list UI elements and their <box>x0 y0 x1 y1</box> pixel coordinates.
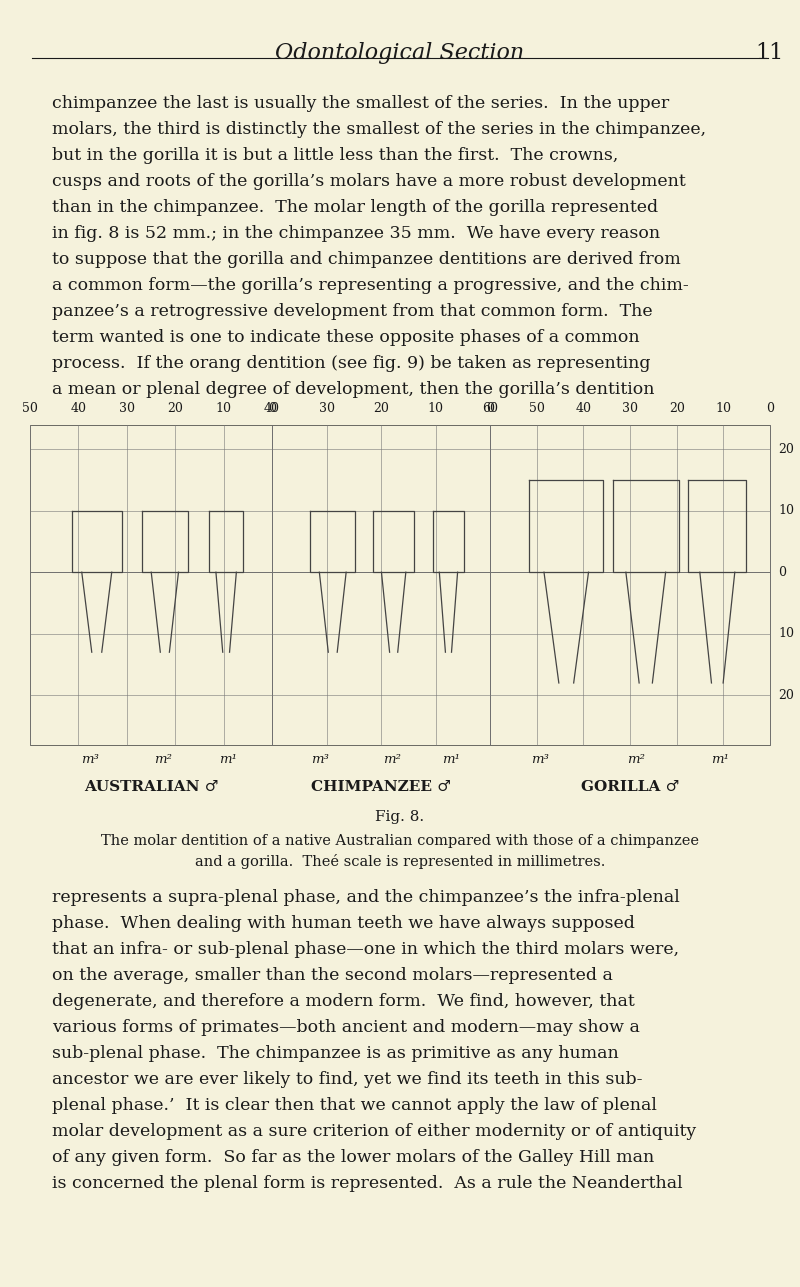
Text: plenal phase.’  It is clear then that we cannot apply the law of plenal: plenal phase.’ It is clear then that we … <box>52 1097 657 1115</box>
Text: 11: 11 <box>755 42 783 64</box>
Text: m²: m² <box>626 753 645 766</box>
Text: 0: 0 <box>766 402 774 414</box>
Text: but in the gorilla it is but a little less than the first.  The crowns,: but in the gorilla it is but a little le… <box>52 147 618 163</box>
Text: sub-plenal phase.  The chimpanzee is as primitive as any human: sub-plenal phase. The chimpanzee is as p… <box>52 1045 618 1062</box>
Text: 50: 50 <box>22 402 38 414</box>
Text: to suppose that the gorilla and chimpanzee dentitions are derived from: to suppose that the gorilla and chimpanz… <box>52 251 681 268</box>
Text: 20: 20 <box>669 402 685 414</box>
Text: 10: 10 <box>778 627 794 640</box>
Text: and a gorilla.  Theé scale is represented in millimetres.: and a gorilla. Theé scale is represented… <box>195 855 605 869</box>
Text: 10: 10 <box>715 402 731 414</box>
Text: m¹: m¹ <box>219 753 238 766</box>
Text: process.  If the orang dentition (see fig. 9) be taken as representing: process. If the orang dentition (see fig… <box>52 355 650 372</box>
Text: 30: 30 <box>622 402 638 414</box>
Text: phase.  When dealing with human teeth we have always supposed: phase. When dealing with human teeth we … <box>52 915 635 932</box>
Text: of any given form.  So far as the lower molars of the Galley Hill man: of any given form. So far as the lower m… <box>52 1149 654 1166</box>
Text: is concerned the plenal form is represented.  As a rule the Neanderthal: is concerned the plenal form is represen… <box>52 1175 682 1192</box>
Text: 20: 20 <box>167 402 183 414</box>
Text: degenerate, and therefore a modern form.  We find, however, that: degenerate, and therefore a modern form.… <box>52 994 634 1010</box>
Text: m²: m² <box>154 753 172 766</box>
Text: 20: 20 <box>778 689 794 701</box>
Text: than in the chimpanzee.  The molar length of the gorilla represented: than in the chimpanzee. The molar length… <box>52 199 658 216</box>
Text: CHIMPANZEE ♂: CHIMPANZEE ♂ <box>311 780 451 794</box>
Text: m¹: m¹ <box>442 753 460 766</box>
Text: on the average, smaller than the second molars—represented a: on the average, smaller than the second … <box>52 967 613 985</box>
Text: 30: 30 <box>318 402 334 414</box>
Text: 0: 0 <box>778 566 786 579</box>
Text: The molar dentition of a native Australian compared with those of a chimpanzee: The molar dentition of a native Australi… <box>101 834 699 848</box>
Text: ancestor we are ever likely to find, yet we find its teeth in this sub-: ancestor we are ever likely to find, yet… <box>52 1071 642 1088</box>
Text: 30: 30 <box>118 402 134 414</box>
Text: m³: m³ <box>82 753 99 766</box>
Text: term wanted is one to indicate these opposite phases of a common: term wanted is one to indicate these opp… <box>52 329 640 346</box>
Text: 10: 10 <box>427 402 443 414</box>
Text: a mean or plenal degree of development, then the gorilla’s dentition: a mean or plenal degree of development, … <box>52 381 654 398</box>
Text: 40: 40 <box>575 402 591 414</box>
Text: various forms of primates—both ancient and modern—may show a: various forms of primates—both ancient a… <box>52 1019 640 1036</box>
Text: AUSTRALIAN ♂: AUSTRALIAN ♂ <box>84 780 218 794</box>
Text: 0: 0 <box>268 402 276 414</box>
Text: 50: 50 <box>529 402 545 414</box>
Text: Fig. 8.: Fig. 8. <box>375 810 425 824</box>
Text: 60: 60 <box>482 402 498 414</box>
Text: molar development as a sure criterion of either modernity or of antiquity: molar development as a sure criterion of… <box>52 1124 696 1140</box>
Text: cusps and roots of the gorilla’s molars have a more robust development: cusps and roots of the gorilla’s molars … <box>52 172 686 190</box>
Text: 20: 20 <box>373 402 389 414</box>
Text: m³: m³ <box>311 753 329 766</box>
Text: panzee’s a retrogressive development from that common form.  The: panzee’s a retrogressive development fro… <box>52 302 653 320</box>
Text: m¹: m¹ <box>710 753 729 766</box>
Text: Odontological Section: Odontological Section <box>275 42 525 64</box>
Text: that an infra- or sub-plenal phase—one in which the third molars were,: that an infra- or sub-plenal phase—one i… <box>52 941 679 958</box>
Text: chimpanzee the last is usually the smallest of the series.  In the upper: chimpanzee the last is usually the small… <box>52 95 670 112</box>
Text: 10: 10 <box>778 505 794 517</box>
Text: 0: 0 <box>486 402 494 414</box>
Text: a common form—the gorilla’s representing a progressive, and the chim-: a common form—the gorilla’s representing… <box>52 277 689 293</box>
Text: m³: m³ <box>531 753 550 766</box>
Text: 20: 20 <box>778 443 794 456</box>
Text: 10: 10 <box>216 402 232 414</box>
Text: molars, the third is distinctly the smallest of the series in the chimpanzee,: molars, the third is distinctly the smal… <box>52 121 706 138</box>
Text: m²: m² <box>383 753 401 766</box>
Text: represents a supra-plenal phase, and the chimpanzee’s the infra-plenal: represents a supra-plenal phase, and the… <box>52 889 680 906</box>
Text: 40: 40 <box>70 402 86 414</box>
Text: 40: 40 <box>264 402 280 414</box>
Text: in fig. 8 is 52 mm.; in the chimpanzee 35 mm.  We have every reason: in fig. 8 is 52 mm.; in the chimpanzee 3… <box>52 225 660 242</box>
Bar <box>30 425 770 745</box>
Text: GORILLA ♂: GORILLA ♂ <box>581 780 679 794</box>
